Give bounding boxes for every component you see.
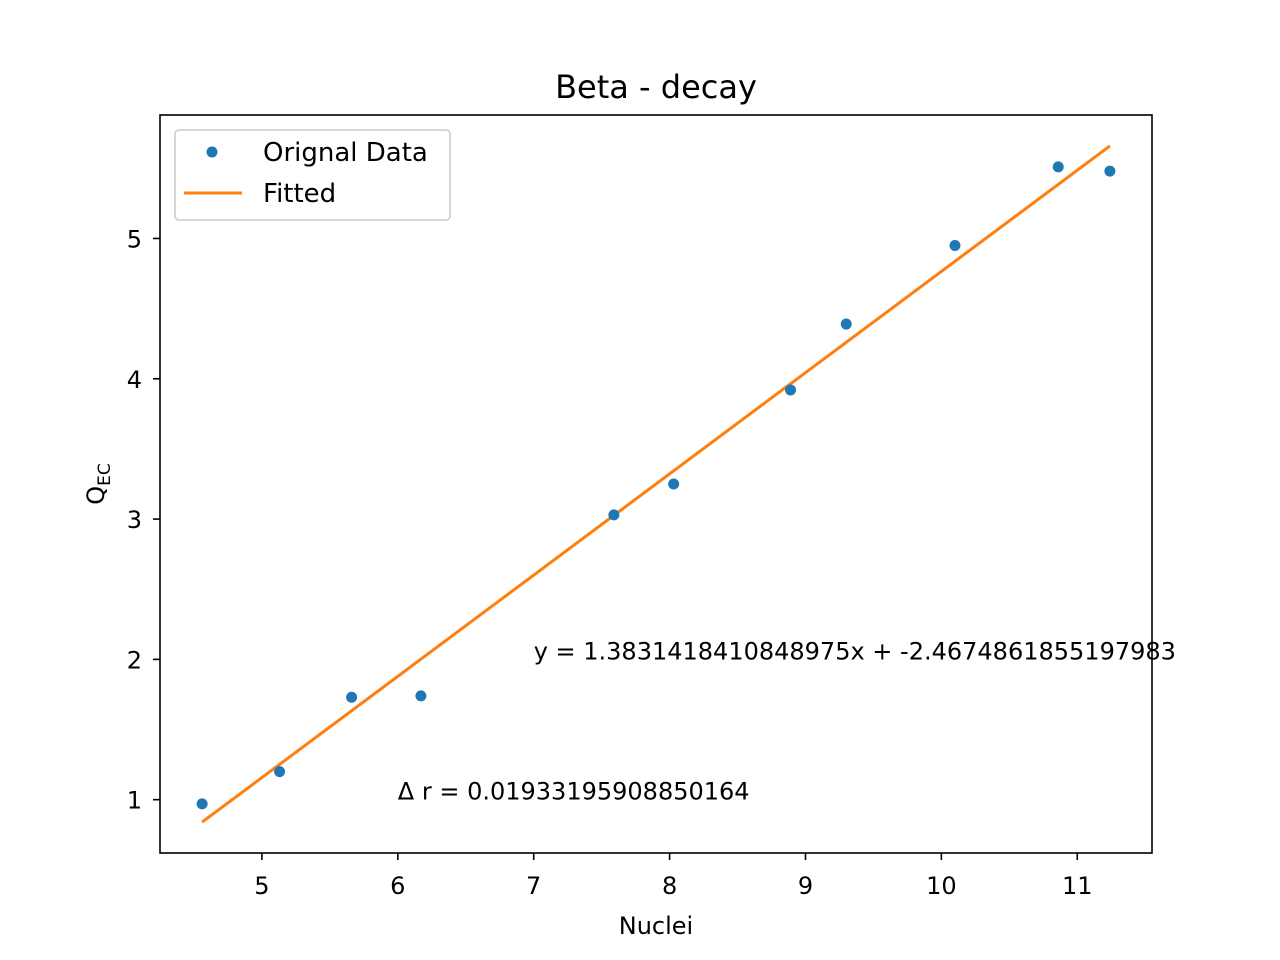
legend-label-original-data: Orignal Data — [263, 138, 428, 168]
x-tick-label: 6 — [390, 872, 405, 900]
annotations: y = 1.3831418410848975x + -2.46748618551… — [398, 637, 1176, 805]
data-point — [668, 478, 680, 490]
legend-box — [174, 129, 451, 221]
y-tick-label: 3 — [127, 506, 142, 534]
legend-marker-original-data — [206, 146, 218, 158]
x-tick-label: 8 — [662, 872, 677, 900]
axes-frame — [159, 114, 1153, 854]
x-tick-label: 10 — [926, 872, 957, 900]
y-tick-label: 2 — [127, 646, 142, 674]
x-axis-label: Nuclei — [619, 912, 693, 940]
fit-equation-annotation: y = 1.3831418410848975x + -2.46748618551… — [534, 637, 1176, 665]
x-tick-label: 7 — [526, 872, 541, 900]
x-tick-label: 11 — [1062, 872, 1093, 900]
legend-label-fitted: Fitted — [263, 179, 336, 209]
delta-r-annotation: Δ r = 0.01933195908850164 — [398, 778, 750, 806]
data-point — [785, 384, 797, 396]
y-tick-label: 5 — [127, 225, 142, 253]
data-point — [415, 690, 427, 702]
legend: Orignal Data Fitted — [174, 129, 451, 221]
x-tick-label: 5 — [254, 872, 269, 900]
y-axis-label-sub: EC — [95, 463, 115, 486]
fitted-line — [201, 144, 1111, 824]
chart-title: Beta - decay — [555, 68, 757, 106]
y-axis-label: QEC — [82, 463, 115, 505]
data-point — [274, 766, 286, 778]
plot-area — [196, 144, 1116, 824]
data-point — [1104, 165, 1116, 177]
y-tick-label: 4 — [127, 366, 142, 394]
data-point — [196, 798, 208, 810]
data-point — [840, 318, 852, 330]
x-tick-label: 9 — [798, 872, 813, 900]
data-point — [949, 239, 961, 251]
y-axis-label-main: Q — [82, 486, 110, 505]
data-point — [1052, 161, 1064, 173]
data-point — [346, 691, 358, 703]
data-point — [608, 509, 620, 521]
y-tick-label: 1 — [127, 787, 142, 815]
